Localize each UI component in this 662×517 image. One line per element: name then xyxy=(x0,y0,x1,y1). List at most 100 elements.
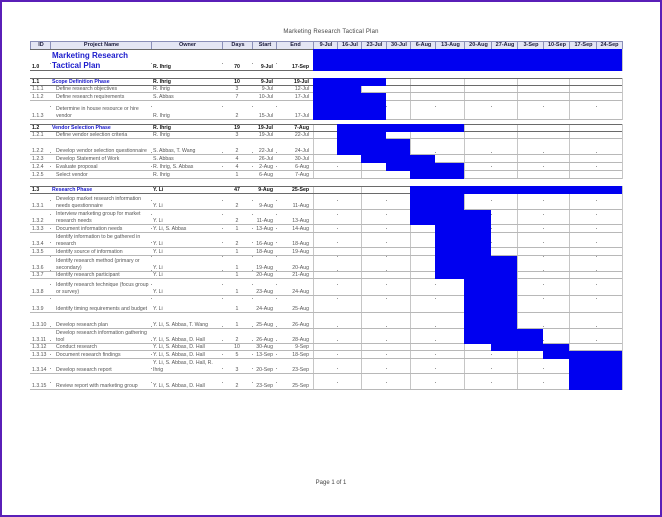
row-days-cell: 2 xyxy=(223,329,251,344)
row-id-cell: 1.2.4 xyxy=(31,163,50,171)
row-id: 1.3.1 xyxy=(32,203,44,209)
row-divider xyxy=(30,343,622,344)
row-id-cell: 1.2.1 xyxy=(31,132,50,139)
row-days: 7 xyxy=(235,94,239,100)
row-end: 28-Aug xyxy=(292,337,309,343)
row-start: 19-Aug xyxy=(256,265,273,271)
row-end: 14-Aug xyxy=(292,226,309,232)
row-end: 7-Aug xyxy=(294,125,309,131)
row-start: 20-Aug xyxy=(256,272,273,278)
row-id: 1.2.1 xyxy=(32,132,44,138)
row-name: Evaluate proposal xyxy=(56,164,98,170)
row-id-cell: 1.3.12 xyxy=(31,344,50,351)
row-days: 5 xyxy=(235,352,239,358)
row-owner: Y. Li, S. Abbas, T. Wang xyxy=(153,322,208,328)
gantt-bar xyxy=(337,124,464,132)
row-end-cell: 18-Sep xyxy=(277,351,311,359)
row-days-cell: 1 xyxy=(223,279,251,296)
row-divider xyxy=(30,295,622,296)
row-start: 23-Aug xyxy=(256,289,273,295)
grid-vline xyxy=(569,78,570,120)
row-days-cell: 1 xyxy=(223,296,251,313)
row-name-cell: Determine in house resource or hire vend… xyxy=(56,101,149,120)
row-end: 23-Sep xyxy=(292,367,309,373)
grid-vline xyxy=(276,186,277,390)
row-divider xyxy=(30,224,622,225)
row-days: 2 xyxy=(235,337,239,343)
gantt-bar xyxy=(569,374,622,390)
row-end-cell: 22-Jul xyxy=(277,132,311,139)
row-days-cell: 2 xyxy=(223,139,251,155)
grid-vline xyxy=(276,124,277,179)
row-start: 24-Aug xyxy=(256,306,273,312)
row-end: 18-Aug xyxy=(292,241,309,247)
row-owner: S. Abbas xyxy=(153,156,174,162)
grid-vline xyxy=(622,49,623,71)
row-name: Develop vendor selection questionnaire xyxy=(56,148,147,154)
row-id: 1.2.4 xyxy=(32,164,44,170)
row-days-cell: 70 xyxy=(223,49,251,71)
row-end: 24-Aug xyxy=(292,289,309,295)
row-id-cell: 1.2 xyxy=(31,124,50,132)
row-name: Define research objectives xyxy=(56,86,118,92)
row-owner: R. Ihrig xyxy=(153,79,171,85)
row-start-cell: 23-Aug xyxy=(253,279,274,296)
row-owner-cell: Y. Li, S. Abbas, D. Hall xyxy=(153,329,221,344)
row-days-cell: 3 xyxy=(223,359,251,374)
row-start: 9-Jul xyxy=(260,64,273,70)
row-owner-cell: Y. Li xyxy=(153,186,221,194)
row-name: Review report with marketing group xyxy=(56,383,138,389)
row-days-cell: 1 xyxy=(223,225,251,233)
grid-vline xyxy=(517,124,518,179)
grid-vline xyxy=(569,124,570,179)
row-id: 1.2.2 xyxy=(32,148,44,154)
row-id-cell: 1.3.11 xyxy=(31,329,50,344)
row-start: 18-Aug xyxy=(256,249,273,255)
row-name-cell: Identify source of information xyxy=(56,248,149,256)
row-end: 26-Aug xyxy=(292,322,309,328)
grid-vline xyxy=(151,78,152,120)
row-name-cell: Define research requirements xyxy=(56,93,149,101)
row-end: 25-Sep xyxy=(291,187,309,193)
row-owner-cell: R. Ihrig xyxy=(153,101,221,120)
row-id-cell: 1.3.15 xyxy=(31,374,50,390)
row-start-cell: 11-Aug xyxy=(253,210,274,225)
grid-vline xyxy=(151,124,152,179)
row-name: Determine in house resource or hire vend… xyxy=(56,106,139,119)
row-start-cell: 19-Aug xyxy=(253,256,274,272)
grid-vline xyxy=(569,186,570,390)
row-name-cell: Develop research report xyxy=(56,359,149,374)
row-name-cell: Identify information to be gathered in r… xyxy=(56,233,149,248)
row-divider xyxy=(30,255,622,256)
grid-vline xyxy=(50,186,51,390)
row-owner-cell: R. Ihrig xyxy=(153,86,221,93)
row-owner: Y. Li xyxy=(153,265,163,271)
row-end-cell: 25-Sep xyxy=(277,186,311,194)
grid-vline xyxy=(222,78,223,120)
row-owner-cell: Y. Li, S. Abbas, D. Hall xyxy=(153,351,221,359)
grid-vline xyxy=(435,186,436,390)
grid-vline xyxy=(464,78,465,120)
row-start: 10-Jul xyxy=(258,94,273,100)
row-name-cell: Evaluate proposal xyxy=(56,163,149,171)
row-id-cell: 1.2.5 xyxy=(31,171,50,179)
row-days-cell: 1 xyxy=(223,171,251,179)
grid-vline xyxy=(491,124,492,179)
row-name-cell: Select vendor xyxy=(56,171,149,179)
row-end-cell: 19-Aug xyxy=(277,248,311,256)
gantt-bar xyxy=(464,313,517,329)
row-name-cell: Conduct research xyxy=(56,344,149,351)
row-owner: R. Ihrig, S. Abbas xyxy=(153,164,194,170)
row-owner-cell: R. Ihrig, S. Abbas xyxy=(153,163,221,171)
row-end-cell: 25-Aug xyxy=(277,296,311,313)
grid-vline xyxy=(252,49,253,71)
row-name: Develop research report xyxy=(56,367,112,373)
page-title: Marketing Research Tactical Plan xyxy=(283,29,379,35)
row-divider xyxy=(30,154,622,155)
row-days-cell: 10 xyxy=(223,344,251,351)
row-owner-cell: Y. Li xyxy=(153,256,221,272)
gantt-bar xyxy=(569,359,622,374)
row-name: Identify research technique (focus group… xyxy=(56,282,149,295)
grid-vline xyxy=(435,124,436,179)
row-days-cell: 4 xyxy=(223,163,251,171)
